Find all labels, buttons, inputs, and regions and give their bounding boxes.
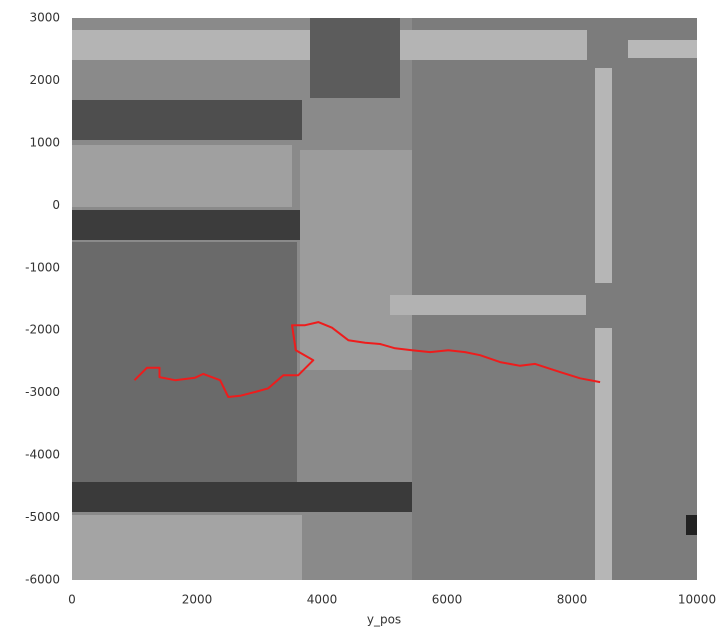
x-tick-label: 4000 [307,593,338,607]
y-tick-label: -6000 [25,573,60,587]
x-tick-label: 8000 [557,593,588,607]
y-tick-label: -2000 [25,323,60,337]
background-image [72,18,697,580]
marking [595,328,612,580]
stairs-top [310,18,400,98]
marking [595,68,612,283]
platform [300,150,412,370]
x-tick-label: 2000 [182,593,213,607]
y-tick-label: -5000 [25,510,60,524]
escalator-lower [72,242,297,482]
object [686,515,697,535]
y-tick-label: 1000 [29,135,60,149]
y-tick-label: -4000 [25,448,60,462]
marking [390,295,586,315]
x-tick-label: 10000 [678,593,716,607]
page: y_pos -6000 -5000 -4000 -3000 -2000 -1000 0 100… [0,0,720,633]
escalator-upper [72,145,292,207]
y-tick-label: 2000 [29,73,60,87]
x-tick-label: 0 [68,593,76,607]
y-tick-label: -3000 [25,385,60,399]
y-tick-label: 0 [52,198,60,212]
top-strip-right [628,40,697,58]
y-tick-label: 3000 [29,11,60,25]
x-axis-label: y_pos [367,613,401,627]
chart: y_pos -6000 -5000 -4000 -3000 -2000 -1000 0 100… [0,0,720,629]
escalator-rail [72,100,302,140]
escalator-rail [72,482,412,512]
escalator-bottom [72,515,302,580]
y-tick-label: -1000 [25,260,60,274]
x-tick-label: 6000 [432,593,463,607]
